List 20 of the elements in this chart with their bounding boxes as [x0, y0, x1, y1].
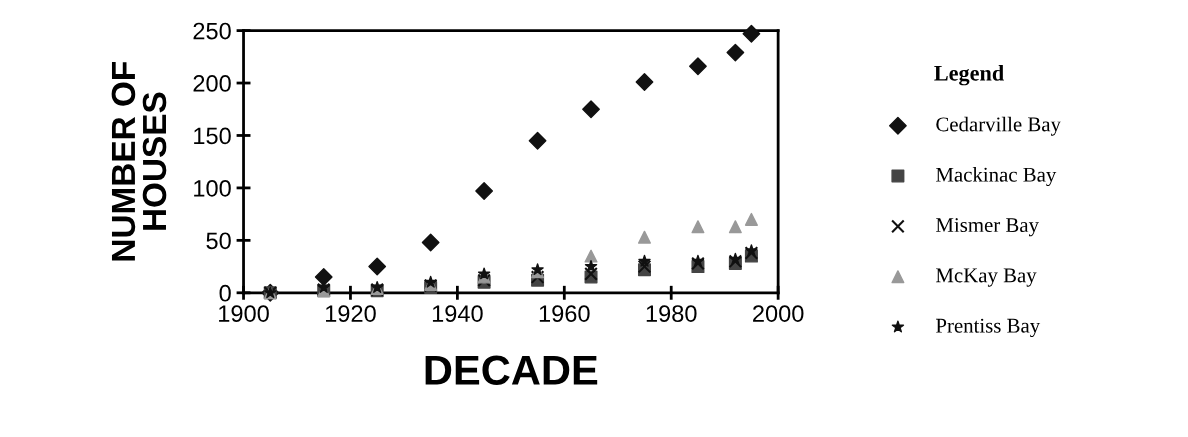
legend-label: Prentiss Bay — [936, 318, 1041, 338]
legend-label: Cedarville Bay — [936, 116, 1061, 136]
y-axis-title: NUMBER OF HOUSES — [111, 61, 167, 261]
legend-label: Mismer Bay — [936, 218, 1039, 237]
x-tick-label: 1980 — [646, 305, 697, 322]
x-tick-label: 1900 — [219, 305, 269, 322]
legend-title: Legend — [934, 65, 1004, 86]
x-tick-label: 1940 — [432, 305, 483, 322]
x-tick-label: 1920 — [326, 305, 376, 322]
y-tick-label: 0 — [219, 284, 231, 302]
y-tick-label: 150 — [194, 127, 231, 145]
legend-label: McKay Bay — [936, 268, 1037, 287]
y-tick-label: 250 — [193, 22, 231, 40]
y-tick-label: 100 — [194, 179, 231, 197]
x-tick-label: 1960 — [539, 305, 590, 322]
legend-label: Mackinac Bay — [936, 167, 1057, 187]
x-axis-title: DECADE — [425, 355, 598, 385]
y-tick-label: 50 — [206, 232, 231, 250]
y-tick-label: 200 — [193, 75, 231, 92]
x-tick-label: 2000 — [753, 305, 804, 322]
